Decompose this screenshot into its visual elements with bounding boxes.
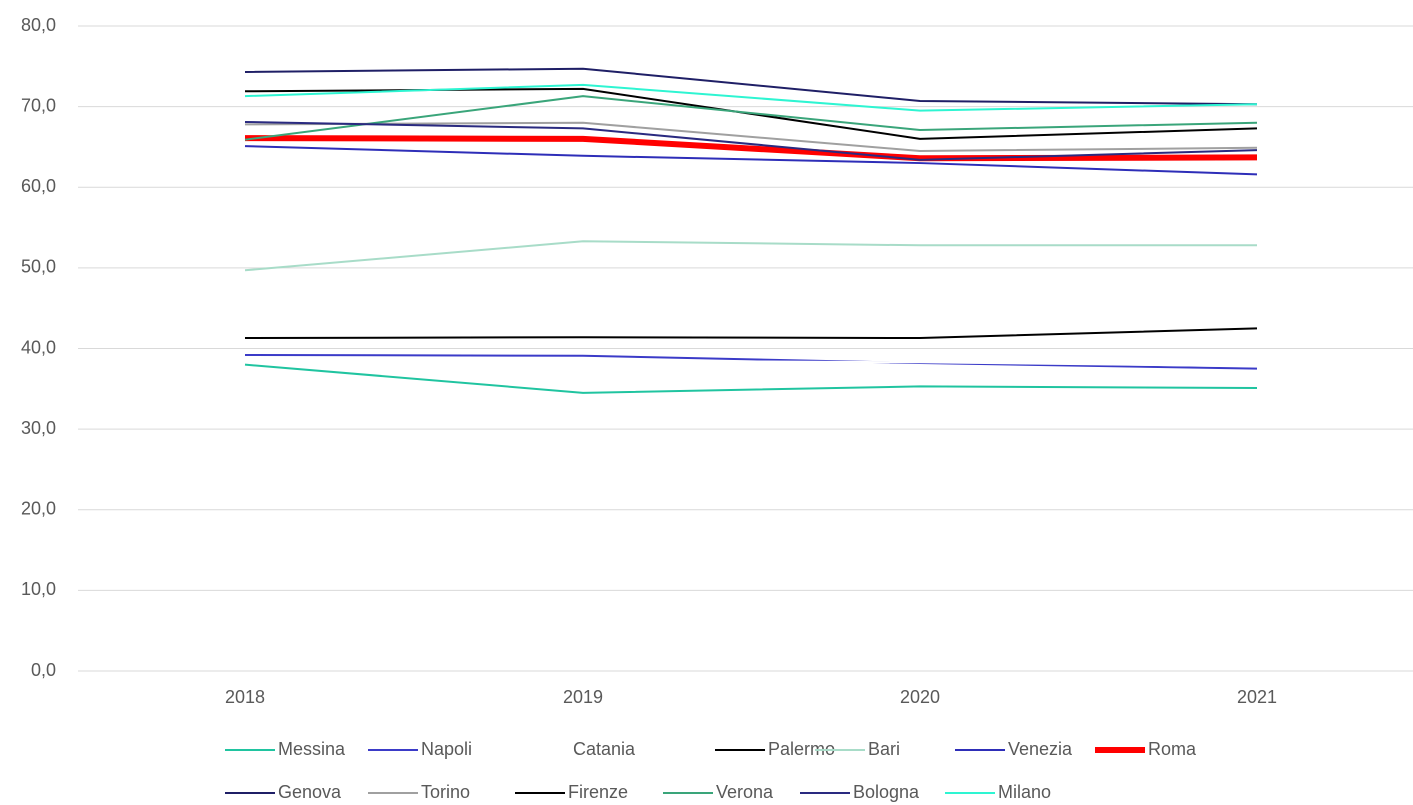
- legend-label: Milano: [998, 782, 1051, 802]
- series-line: [244, 95, 1258, 141]
- legend-label: Bologna: [853, 782, 920, 802]
- x-tick-label: 2021: [1237, 687, 1277, 707]
- series-line: [244, 120, 1258, 161]
- legend-label: Palermo: [768, 739, 835, 759]
- x-tick-label: 2019: [563, 687, 603, 707]
- legend-label: Catania: [573, 739, 636, 759]
- y-tick-label: 50,0: [21, 257, 56, 277]
- legend-label: Napoli: [421, 739, 472, 759]
- y-tick-label: 60,0: [21, 176, 56, 196]
- x-tick-label: 2018: [225, 687, 265, 707]
- y-tick-label: 40,0: [21, 337, 56, 357]
- series-line: [244, 135, 1258, 162]
- y-tick-label: 0,0: [31, 660, 56, 680]
- series-line: [244, 353, 1258, 370]
- legend-label: Roma: [1148, 739, 1197, 759]
- series-line: [244, 67, 1258, 106]
- legend-label: Venezia: [1008, 739, 1073, 759]
- series-line: [244, 363, 1258, 394]
- series-line: [244, 358, 1258, 368]
- series-line: [244, 145, 1258, 176]
- series-line: [244, 121, 1258, 152]
- series-line: [244, 327, 1258, 340]
- legend-label: Torino: [421, 782, 470, 802]
- series-line: [244, 240, 1257, 272]
- legend-label: Firenze: [568, 782, 628, 802]
- x-tick-label: 2020: [900, 687, 940, 707]
- y-tick-label: 70,0: [21, 95, 56, 115]
- y-tick-label: 30,0: [21, 418, 56, 438]
- legend-label: Messina: [278, 739, 346, 759]
- legend-label: Genova: [278, 782, 342, 802]
- series-line: [244, 83, 1258, 112]
- y-tick-label: 20,0: [21, 499, 56, 519]
- y-tick-label: 10,0: [21, 579, 56, 599]
- legend-label: Bari: [868, 739, 900, 759]
- legend-label: Verona: [716, 782, 774, 802]
- y-tick-label: 80,0: [21, 15, 56, 35]
